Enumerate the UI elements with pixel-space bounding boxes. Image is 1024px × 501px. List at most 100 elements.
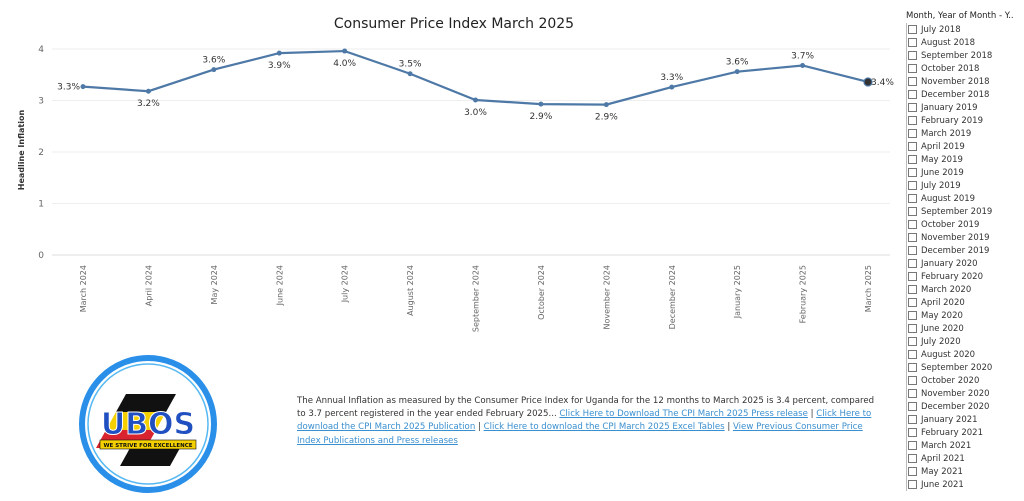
filter-item-label: October 2019: [921, 219, 980, 230]
checkbox[interactable]: [908, 350, 917, 359]
checkbox[interactable]: [908, 259, 917, 268]
filter-item[interactable]: June 2019: [907, 166, 1024, 179]
filter-item[interactable]: January 2020: [907, 257, 1024, 270]
filter-item[interactable]: July 2018: [907, 23, 1024, 36]
data-label: 2.9%: [595, 113, 618, 123]
filter-item[interactable]: November 2018: [907, 75, 1024, 88]
data-point[interactable]: [734, 69, 740, 75]
checkbox[interactable]: [908, 220, 917, 229]
checkbox[interactable]: [908, 376, 917, 385]
filter-item-label: March 2019: [921, 128, 972, 139]
checkbox[interactable]: [908, 272, 917, 281]
checkbox[interactable]: [908, 415, 917, 424]
checkbox[interactable]: [908, 402, 917, 411]
filter-item[interactable]: September 2019: [907, 205, 1024, 218]
filter-item[interactable]: November 2020: [907, 387, 1024, 400]
checkbox[interactable]: [908, 337, 917, 346]
data-point[interactable]: [211, 67, 217, 73]
data-point[interactable]: [407, 71, 413, 77]
checkbox[interactable]: [908, 428, 917, 437]
filter-item[interactable]: August 2018: [907, 36, 1024, 49]
filter-item[interactable]: March 2019: [907, 127, 1024, 140]
checkbox[interactable]: [908, 454, 917, 463]
checkbox[interactable]: [908, 155, 917, 164]
checkbox[interactable]: [908, 207, 917, 216]
filter-item[interactable]: December 2018: [907, 88, 1024, 101]
checkbox[interactable]: [908, 77, 917, 86]
checkbox[interactable]: [908, 246, 917, 255]
filter-item[interactable]: November 2019: [907, 231, 1024, 244]
filter-item[interactable]: March 2020: [907, 283, 1024, 296]
data-point[interactable]: [800, 62, 806, 68]
data-points[interactable]: [80, 48, 873, 108]
data-label: 3.7%: [791, 51, 814, 61]
data-point[interactable]: [603, 102, 609, 108]
data-point[interactable]: [538, 101, 544, 107]
filter-item-label: June 2019: [921, 167, 964, 178]
filter-item[interactable]: June 2021: [907, 478, 1024, 491]
checkbox[interactable]: [908, 233, 917, 242]
filter-item[interactable]: July 2020: [907, 335, 1024, 348]
filter-item[interactable]: March 2021: [907, 439, 1024, 452]
data-point[interactable]: [342, 48, 348, 54]
checkbox[interactable]: [908, 194, 917, 203]
excel-tables-link[interactable]: Click Here to download the CPI March 202…: [483, 422, 725, 433]
filter-item[interactable]: May 2020: [907, 309, 1024, 322]
data-point[interactable]: [863, 77, 873, 87]
checkbox[interactable]: [908, 181, 917, 190]
filter-item[interactable]: October 2019: [907, 218, 1024, 231]
filter-item[interactable]: January 2021: [907, 413, 1024, 426]
data-point[interactable]: [669, 84, 675, 90]
checkbox[interactable]: [908, 25, 917, 34]
checkbox[interactable]: [908, 51, 917, 60]
checkbox[interactable]: [908, 103, 917, 112]
filter-item[interactable]: September 2020: [907, 361, 1024, 374]
filter-item[interactable]: October 2018: [907, 62, 1024, 75]
y-tick-label: 3: [38, 97, 44, 107]
filter-item[interactable]: February 2021: [907, 426, 1024, 439]
data-point[interactable]: [145, 88, 151, 94]
filter-item[interactable]: September 2018: [907, 49, 1024, 62]
month-filter-panel: Month, Year of Month - Y.. July 2018 Augu…: [902, 0, 1024, 501]
checkbox[interactable]: [908, 467, 917, 476]
data-point[interactable]: [473, 97, 478, 103]
filter-item[interactable]: February 2020: [907, 270, 1024, 283]
checkbox[interactable]: [908, 168, 917, 177]
filter-item[interactable]: February 2019: [907, 114, 1024, 127]
data-point[interactable]: [80, 84, 86, 90]
checkbox[interactable]: [908, 480, 917, 489]
checkbox[interactable]: [908, 285, 917, 294]
filter-item[interactable]: January 2019: [907, 101, 1024, 114]
checkbox[interactable]: [908, 389, 917, 398]
checkbox[interactable]: [908, 129, 917, 138]
filter-item[interactable]: December 2020: [907, 400, 1024, 413]
checkbox[interactable]: [908, 441, 917, 450]
checkbox[interactable]: [908, 298, 917, 307]
filter-item[interactable]: April 2021: [907, 452, 1024, 465]
x-tick-label: February 2025: [799, 265, 808, 323]
filter-item[interactable]: December 2019: [907, 244, 1024, 257]
filter-item[interactable]: June 2020: [907, 322, 1024, 335]
filter-item[interactable]: May 2021: [907, 465, 1024, 478]
filter-item[interactable]: April 2019: [907, 140, 1024, 153]
checkbox[interactable]: [908, 311, 917, 320]
publication-link[interactable]: Click Here to download the CPI March 202…: [297, 409, 872, 433]
data-point[interactable]: [276, 50, 282, 56]
previous-publications-link[interactable]: View Previous Consumer Price Index Publi…: [297, 422, 863, 446]
data-label: 2.9%: [529, 112, 552, 122]
checkbox[interactable]: [908, 90, 917, 99]
filter-item[interactable]: July 2019: [907, 179, 1024, 192]
filter-item[interactable]: October 2020: [907, 374, 1024, 387]
filter-item[interactable]: April 2020: [907, 296, 1024, 309]
checkbox[interactable]: [908, 142, 917, 151]
filter-item[interactable]: August 2020: [907, 348, 1024, 361]
checkbox[interactable]: [908, 116, 917, 125]
checkbox[interactable]: [908, 324, 917, 333]
press-release-link[interactable]: Click Here to Download The CPI March 202…: [559, 409, 808, 420]
filter-item[interactable]: August 2019: [907, 192, 1024, 205]
checkbox[interactable]: [908, 64, 917, 73]
checkbox[interactable]: [908, 363, 917, 372]
checkbox[interactable]: [908, 38, 917, 47]
filter-item-label: August 2020: [921, 349, 976, 360]
filter-item[interactable]: May 2019: [907, 153, 1024, 166]
